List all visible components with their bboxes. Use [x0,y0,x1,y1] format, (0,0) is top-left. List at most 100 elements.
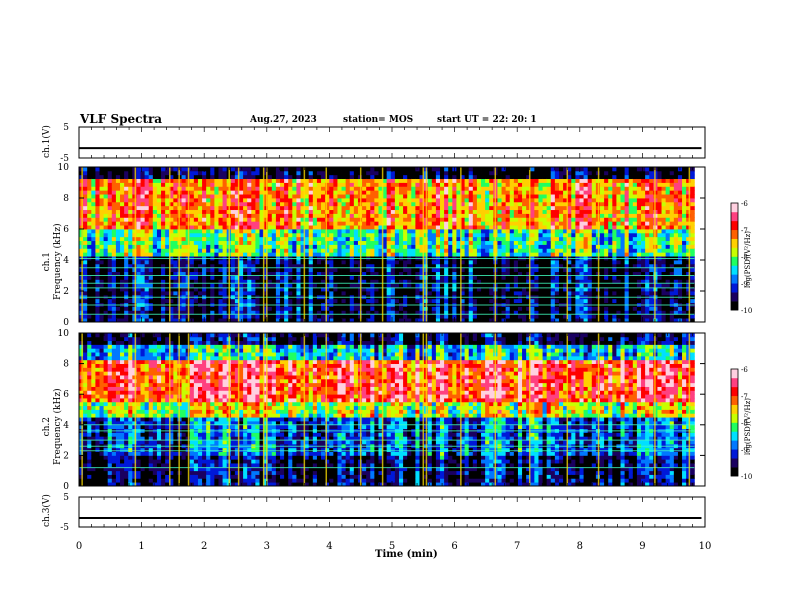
ch1-spectrogram-cell [333,178,338,183]
ch1-spectrogram-cell [263,263,269,269]
ch1-spectrogram-cell [234,225,240,230]
ch1-spectrogram-cell [255,248,260,253]
ch1-spectrogram-cell [460,232,466,238]
ch1-spectrogram-cell [128,205,133,211]
ch1-spectrogram-cell [251,182,256,187]
ch1-spectrogram-cell [448,275,453,280]
ch1-spectrogram-cell [325,298,330,304]
ch1-spectrogram-cell [152,201,158,207]
ch1-spectrogram-cell [435,217,441,222]
ch1-spectrogram-cell [132,298,137,304]
ch1-spectrogram-cell [247,205,252,211]
ch1-spectrogram-cell [554,275,560,280]
ch1-spectrogram-cell [476,279,482,284]
ch1-spectrogram-cell [452,298,457,304]
ch1-spectrogram-cell [522,174,527,180]
ch1-spectrogram-cell [341,167,347,172]
ch1-spectrogram-cell [546,287,552,292]
ch1-spectrogram-cell [275,236,281,242]
ch1-spectrogram-cell [214,314,219,319]
ch1-spectrogram-cell [271,225,277,230]
ch1-spectrogram-cell [431,244,437,249]
ch1-spectrogram-cell [501,182,507,187]
ch1-spectrogram-cell [362,194,367,199]
ch1-spectrogram-cell [165,170,170,176]
ch1-spectrogram-cell [390,178,396,183]
ch1-spectrogram-cell [329,240,334,245]
ch1-spectrogram-cell [181,252,187,257]
ch1-spectrogram-cell [530,229,535,234]
ch1-spectrogram-cell [341,279,347,284]
ch1-spectrogram-cell [132,182,137,187]
ch1-spectrogram-cell [95,260,100,265]
ch1-spectrogram-cell [222,283,228,288]
ch1-spectrogram-cell [530,190,535,195]
ch1-spectrogram-cell [411,209,416,214]
ch1-spectrogram-cell [554,260,560,265]
ch1-spectrogram-cell [148,186,154,191]
ch1-spectrogram-cell [345,182,351,187]
ch1-spectrogram-cell [546,182,552,187]
ch1-spectrogram-cell [214,229,219,234]
ch1-spectrogram-cell [394,248,400,253]
ch1-spectrogram-cell [79,236,84,242]
ch1-spectrogram-cell [169,244,174,249]
ch1-spectrogram-cell [362,252,367,257]
ch1-spectrogram-cell [83,186,88,191]
ch1-spectrogram-cell [411,229,416,234]
ch1-spectrogram-cell [243,287,248,292]
ch1-spectrogram-cell [156,229,162,234]
ch1-spectrogram-cell [456,190,461,195]
ch1-spectrogram-cell [464,209,470,214]
ch1-spectrogram-cell [526,209,531,214]
ch1-spectrogram-cell [251,275,256,280]
ch1-spectrogram-cell [390,248,396,253]
ch1-spectrogram-cell [440,279,445,284]
ch1-spectrogram-cell [353,283,359,288]
ch1-spectrogram-cell [398,298,404,304]
ch1-spectrogram-cell [517,267,523,273]
ch1-spectrogram-cell [181,248,187,253]
ch1-spectrogram-cell [148,287,154,292]
ch1-spectrogram-cell [472,244,478,249]
ch1-spectrogram-cell [353,306,359,311]
ch1-spectrogram-cell [288,275,293,280]
ch1-spectrogram-cell [210,240,215,245]
ch1-spectrogram-cell [288,213,293,218]
ch1-spectrogram-cell [546,252,552,257]
ch1-spectrogram-cell [275,248,281,253]
ch1-spectrogram-cell [419,225,424,230]
ch1-spectrogram-cell [230,240,236,245]
ch1-spectrogram-cell [128,314,133,319]
ch1-spectrogram-cell [583,314,589,319]
ch1-spectrogram-cell [292,221,297,226]
ch1-spectrogram-cell [263,275,269,280]
ch1-spectrogram-cell [497,174,502,180]
ch1-spectrogram-cell [460,229,466,234]
ch1-spectrogram-cell [579,190,584,195]
ch1-spectrogram-cell [390,306,396,311]
ch1-spectrogram-cell [115,310,121,315]
ch1-spectrogram-cell [448,271,453,276]
ch1-spectrogram-cell [136,314,141,319]
ch1-spectrogram-cell [152,194,158,199]
ch1-spectrogram-cell [83,190,88,195]
ch1-spectrogram-cell [575,271,580,276]
ch1-spectrogram-cell [366,275,371,280]
ch1-spectrogram-cell [517,201,523,207]
ch1-spectrogram-cell [152,217,158,222]
ch1-spectrogram-cell [329,198,334,203]
ch1-spectrogram-cell [308,167,314,172]
ch1-spectrogram-cell [497,170,502,176]
ch1-spectrogram-cell [288,298,293,304]
ch1-spectrogram-cell [460,174,466,180]
ch1-spectrogram-cell [489,213,494,218]
ch1-spectrogram-cell [267,217,273,222]
ch1-spectrogram-cell [427,263,433,269]
ch1-spectrogram-cell [275,279,281,284]
ch1-spectrogram-cell [333,314,338,319]
ch1-spectrogram-cell [550,170,556,176]
ch1-spectrogram-cell [481,275,486,280]
ch1-spectrogram-cell [120,271,125,276]
ch1-spectrogram-cell [296,213,301,218]
